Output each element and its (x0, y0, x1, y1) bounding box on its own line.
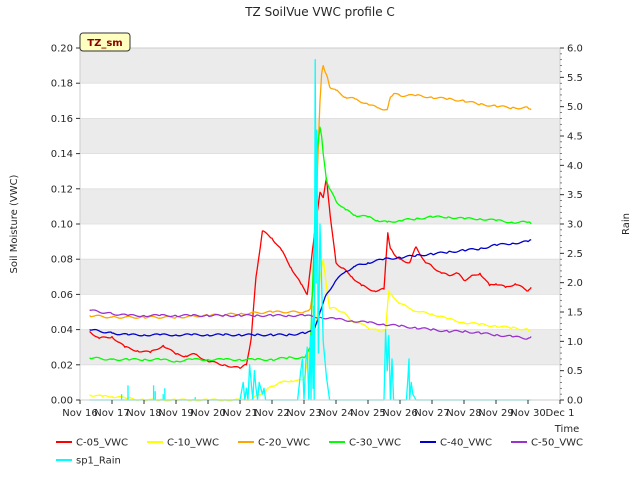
x-tick-label: Nov 26 (382, 408, 417, 419)
y-tick-label: 0.16 (51, 114, 73, 125)
y2-tick-label: 4.5 (567, 132, 583, 143)
y2-tick-label: 0.0 (567, 396, 583, 407)
y2-tick-label: 1.5 (567, 308, 583, 319)
y2-tick-label: 0.5 (567, 366, 583, 377)
series-c-50-vwc (89, 309, 532, 340)
series-c-40-vwc (89, 239, 532, 337)
y2-tick-label: 2.0 (567, 278, 583, 289)
x-axis-label: Time (554, 424, 579, 435)
x-tick-label: Nov 28 (446, 408, 481, 419)
x-tick-label: Nov 27 (414, 408, 449, 419)
y-axis-label: Soil Moisture (VWC) (9, 174, 20, 273)
series-line (89, 126, 532, 363)
y-tick-label: 0.02 (51, 360, 73, 371)
y2-axis-label: Rain (621, 213, 632, 235)
x-tick-label: Nov 22 (254, 408, 289, 419)
legend: C-05_VWC C-10_VWC C-20_VWC C-30_VWC C-40_VWC… (56, 438, 583, 467)
legend-label: C-20_VWC (258, 438, 310, 449)
series-line (89, 177, 532, 369)
y-tick-label: 0.18 (51, 79, 73, 90)
legend-label: C-40_VWC (440, 438, 492, 449)
y2-tick-label: 3.0 (567, 220, 583, 231)
legend-item: C-20_VWC (238, 438, 310, 449)
y-tick-label: 0.06 (51, 290, 73, 301)
legend-label: C-30_VWC (349, 438, 401, 449)
y-tick-label: 0.14 (51, 149, 73, 160)
legend-label: C-05_VWC (76, 438, 128, 449)
x-tick-label: Nov 19 (158, 408, 193, 419)
legend-item: sp1_Rain (56, 456, 121, 467)
site-badge-label: TZ_sm (87, 38, 122, 49)
y-tick-label: 0.10 (51, 220, 73, 231)
x-tick-label: Nov 30 (510, 408, 545, 419)
y-tick-label: 0.12 (51, 184, 73, 195)
chart-title: TZ SoilVue VWC profile C (244, 5, 395, 19)
x-tick-label: Nov 18 (126, 408, 161, 419)
y2-tick-label: 6.0 (567, 44, 583, 55)
x-tick-label: Nov 17 (94, 408, 129, 419)
y2-tick-label: 1.0 (567, 337, 583, 348)
y-tick-label: 0.08 (51, 255, 73, 266)
legend-item: C-10_VWC (147, 438, 219, 449)
y2-tick-label: 3.5 (567, 190, 583, 201)
legend-label: C-50_VWC (531, 438, 583, 449)
x-tick-label: Nov 21 (222, 408, 257, 419)
x-tick-label: Nov 16 (62, 408, 97, 419)
legend-item: C-05_VWC (56, 438, 128, 449)
legend-label: C-10_VWC (167, 438, 219, 449)
series-c-05-vwc (89, 177, 532, 369)
series-line (89, 239, 532, 337)
y2-tick-label: 5.0 (567, 102, 583, 113)
x-tick-label: Nov 20 (190, 408, 225, 419)
series-c-30-vwc (89, 126, 532, 363)
series-c-20-vwc (89, 64, 532, 319)
x-tick-label: Nov 23 (286, 408, 321, 419)
grid-band (80, 118, 560, 154)
x-tick-label: Nov 25 (350, 408, 385, 419)
series-line (89, 64, 532, 319)
series-line (89, 309, 532, 340)
rain-spikes (120, 385, 196, 400)
y2-tick-label: 5.5 (567, 73, 583, 84)
y-axis-right: 0.0 0.5 1.0 1.5 2.0 2.5 3.0 3.5 4.0 4.5 5.0 5.5 6.0 (560, 44, 583, 407)
x-tick-label: Dec 1 (546, 408, 575, 419)
y2-tick-label: 2.5 (567, 249, 583, 260)
site-badge: TZ_sm (79, 32, 131, 52)
y2-tick-label: 4.0 (567, 161, 583, 172)
legend-item: C-30_VWC (329, 438, 401, 449)
x-tick-label: Nov 24 (318, 408, 353, 419)
grid-band (80, 48, 560, 84)
y-tick-label: 0.00 (51, 396, 73, 407)
x-tick-label: Nov 29 (478, 408, 513, 419)
y-axis-left: 0.00 0.02 0.04 0.06 0.08 0.10 0.12 0.14 0.16 0.18… (51, 44, 80, 407)
legend-label: sp1_Rain (76, 456, 121, 467)
legend-item: C-50_VWC (511, 438, 583, 449)
y-tick-label: 0.20 (51, 44, 73, 55)
legend-item: C-40_VWC (420, 438, 492, 449)
y-tick-label: 0.04 (51, 325, 73, 336)
